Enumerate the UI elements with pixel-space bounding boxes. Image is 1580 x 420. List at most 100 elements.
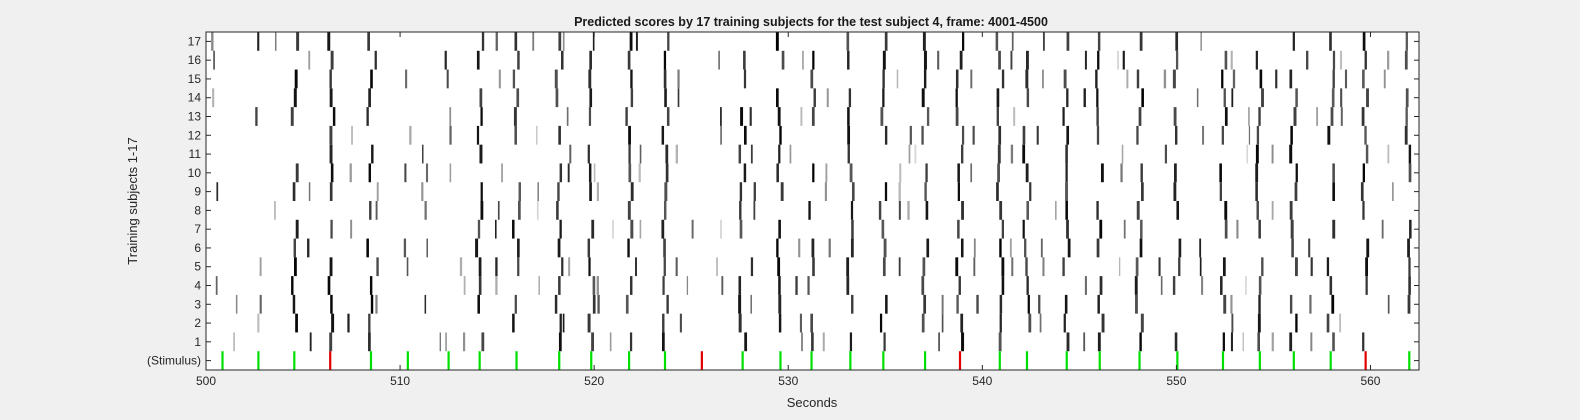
y-tick-label: 4	[194, 279, 201, 293]
score-stripe	[558, 332, 562, 352]
score-stripe	[1242, 332, 1244, 352]
score-stripe	[743, 163, 747, 183]
score-stripe	[589, 88, 593, 108]
score-stripe	[1295, 163, 1298, 183]
score-stripe	[896, 69, 899, 89]
score-stripe	[1366, 238, 1370, 258]
score-stripe	[849, 332, 853, 352]
score-stripe	[846, 32, 850, 51]
stimulus-marker-green	[1065, 351, 1068, 370]
score-stripe	[1386, 50, 1390, 70]
score-stripe	[662, 276, 665, 295]
score-stripe	[1326, 257, 1330, 277]
score-stripe	[592, 294, 596, 314]
score-stripe	[329, 144, 333, 164]
score-stripe	[824, 182, 827, 201]
score-stripe	[1011, 32, 1014, 51]
score-stripe	[350, 219, 353, 239]
x-tick-label: 560	[1360, 374, 1380, 388]
score-stripe	[1065, 182, 1068, 201]
score-stripe	[1364, 125, 1367, 145]
score-stripe	[495, 257, 498, 277]
score-stripe	[409, 125, 412, 145]
score-stripe	[749, 107, 752, 126]
score-stripe	[1255, 50, 1258, 70]
score-stripe	[914, 144, 917, 164]
score-stripe	[921, 125, 924, 145]
score-stripe	[1362, 69, 1365, 89]
score-stripe	[588, 163, 592, 183]
score-stripe	[1201, 276, 1204, 295]
score-stripe	[1139, 332, 1142, 352]
score-stripe	[997, 163, 1000, 183]
score-stripe	[1178, 238, 1182, 258]
score-stripe	[376, 257, 379, 277]
score-stripe	[1362, 201, 1365, 220]
score-stripe	[909, 125, 912, 145]
stimulus-marker-green	[590, 351, 593, 370]
y-tick-label: 14	[188, 91, 202, 105]
score-stripe	[898, 201, 901, 220]
score-stripe	[1117, 50, 1120, 70]
score-stripe	[444, 50, 447, 70]
score-stripe	[424, 201, 427, 220]
score-stripe	[1332, 182, 1335, 201]
score-stripe	[798, 238, 801, 258]
score-stripe	[1160, 276, 1163, 295]
score-stripe	[996, 182, 999, 201]
score-stripe	[449, 107, 452, 126]
score-stripe	[1219, 182, 1222, 201]
score-stripe	[1164, 144, 1168, 164]
score-stripe	[1174, 332, 1178, 352]
score-stripe	[1294, 257, 1298, 277]
score-stripe	[475, 238, 479, 258]
stimulus-marker-green	[406, 351, 409, 370]
score-stripe	[1258, 219, 1261, 239]
score-stripe	[627, 201, 631, 220]
score-stripe	[720, 125, 722, 145]
score-stripe	[568, 257, 571, 277]
score-stripe	[259, 294, 262, 314]
score-stripe	[999, 201, 1003, 220]
score-stripe	[351, 125, 353, 145]
score-stripe	[1329, 32, 1332, 51]
score-stripe	[1289, 294, 1293, 314]
score-stripe	[1173, 107, 1177, 126]
score-stripe	[738, 144, 742, 164]
score-stripe	[1136, 201, 1140, 220]
score-stripe	[1290, 125, 1293, 145]
score-stripe	[898, 257, 901, 277]
score-stripe	[973, 238, 976, 258]
score-stripe	[1099, 219, 1103, 239]
score-stripe	[907, 201, 910, 220]
score-stripe	[667, 32, 670, 51]
score-stripe	[1064, 294, 1068, 314]
score-stripe	[215, 276, 218, 295]
score-stripe	[259, 257, 262, 277]
score-stripe	[1026, 201, 1029, 220]
score-stripe	[970, 163, 973, 183]
score-stripe	[1231, 88, 1234, 108]
score-stripe	[941, 294, 944, 314]
score-stripe	[1407, 294, 1411, 314]
score-stripe	[370, 294, 374, 314]
score-stripe	[1026, 50, 1029, 70]
score-stripe	[1097, 50, 1100, 70]
score-stripe	[1331, 294, 1335, 314]
score-stripe	[216, 182, 219, 201]
score-stripe	[789, 144, 792, 164]
score-stripe	[1122, 50, 1125, 70]
score-stripe	[808, 201, 811, 220]
score-stripe	[1362, 332, 1365, 352]
score-stripe	[596, 276, 599, 295]
score-stripe	[976, 294, 979, 314]
score-stripe	[293, 238, 296, 258]
score-stripe	[1408, 163, 1412, 183]
score-stripe	[1248, 107, 1250, 126]
score-stripe	[629, 332, 633, 352]
score-stripe	[743, 125, 747, 145]
score-stripe	[1174, 125, 1178, 145]
score-stripe	[1136, 125, 1139, 145]
score-stripe	[375, 201, 378, 220]
